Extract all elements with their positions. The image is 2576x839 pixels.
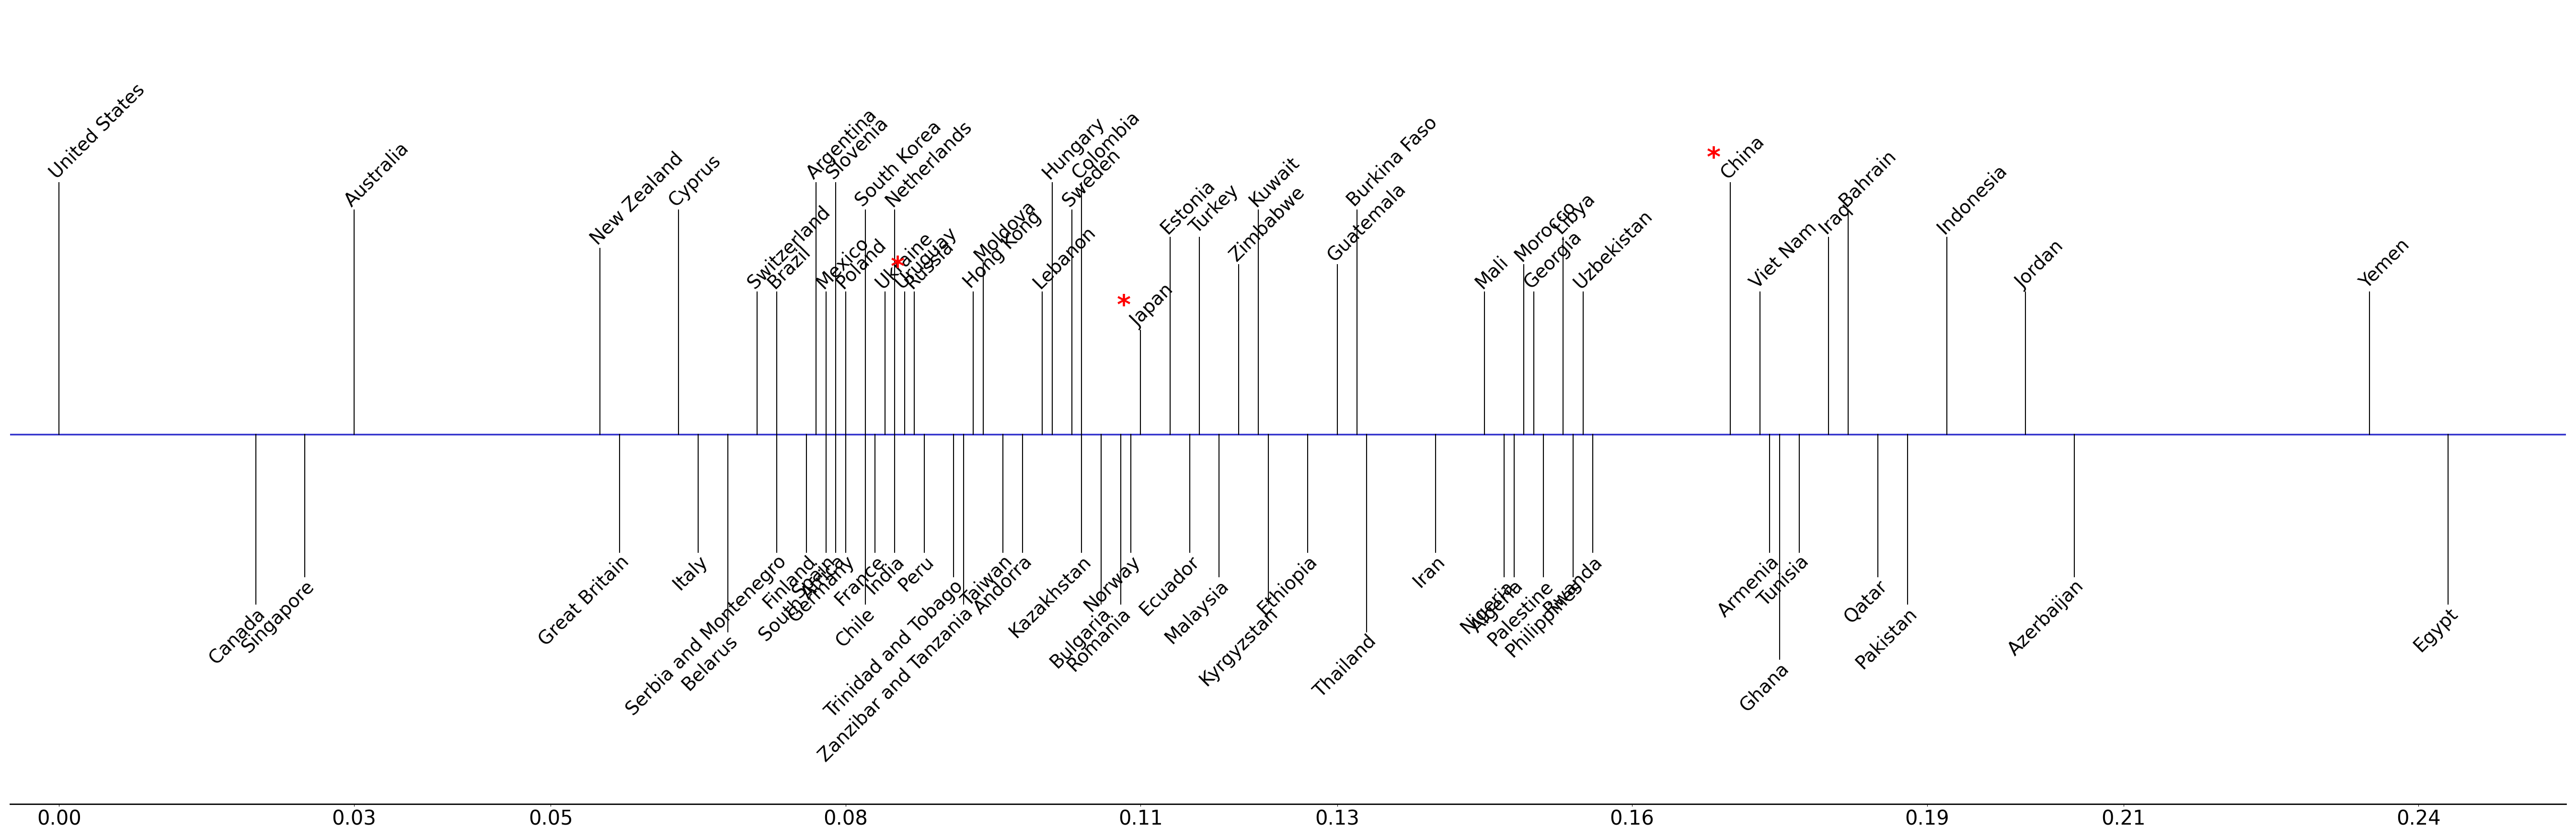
Text: *: *	[1118, 294, 1131, 320]
Text: Finland: Finland	[760, 552, 819, 612]
Text: Tunisia: Tunisia	[1754, 552, 1811, 610]
Text: Algeria: Algeria	[1468, 577, 1528, 636]
Text: Philippines: Philippines	[1502, 577, 1587, 660]
Text: Germany: Germany	[786, 552, 858, 626]
Text: *: *	[1708, 146, 1721, 171]
Text: Rwanda: Rwanda	[1540, 552, 1605, 618]
Text: Russia: Russia	[902, 237, 956, 292]
Text: New Zealand: New Zealand	[587, 149, 685, 248]
Text: Azerbaijan: Azerbaijan	[2004, 577, 2087, 659]
Text: Singapore: Singapore	[240, 577, 317, 656]
Text: Ghana: Ghana	[1736, 659, 1793, 715]
Text: Peru: Peru	[894, 552, 938, 595]
Text: Indonesia: Indonesia	[1935, 161, 2009, 237]
Text: Bahrain: Bahrain	[1837, 146, 1899, 210]
Text: Georgia: Georgia	[1520, 227, 1584, 292]
Text: Argentina: Argentina	[804, 106, 881, 183]
Text: Thailand: Thailand	[1311, 632, 1381, 701]
Text: Hungary: Hungary	[1038, 113, 1108, 183]
Text: Pakistan: Pakistan	[1852, 604, 1919, 672]
Text: *: *	[891, 255, 904, 281]
Text: Guatemala: Guatemala	[1324, 180, 1409, 264]
Text: Yemen: Yemen	[2357, 236, 2414, 292]
Text: Mali: Mali	[1471, 253, 1512, 292]
Text: Ukraine: Ukraine	[873, 228, 935, 292]
Text: Zimbabwe: Zimbabwe	[1226, 183, 1309, 264]
Text: Ecuador: Ecuador	[1136, 552, 1203, 619]
Text: Andorra: Andorra	[971, 552, 1036, 618]
Text: Australia: Australia	[340, 138, 412, 210]
Text: Slovenia: Slovenia	[822, 113, 891, 183]
Text: Trinidad and Tobago: Trinidad and Tobago	[822, 577, 966, 722]
Text: Armenia: Armenia	[1716, 552, 1783, 620]
Text: Zanzibar and Tanzania: Zanzibar and Tanzania	[817, 604, 976, 765]
Text: Colombia: Colombia	[1069, 108, 1144, 183]
Text: South Africa: South Africa	[755, 552, 848, 645]
Text: Kuwait: Kuwait	[1247, 153, 1303, 210]
Text: Estonia: Estonia	[1157, 176, 1218, 237]
Text: Belarus: Belarus	[677, 632, 739, 694]
Text: France: France	[832, 552, 889, 609]
Text: Brazil: Brazil	[765, 242, 814, 292]
Text: South Korea: South Korea	[853, 117, 945, 210]
Text: Burkina Faso: Burkina Faso	[1345, 113, 1440, 210]
Text: Moldova: Moldova	[971, 196, 1038, 264]
Text: Canada: Canada	[206, 604, 268, 667]
Text: Norway: Norway	[1082, 552, 1144, 615]
Text: Cyprus: Cyprus	[665, 151, 724, 210]
Text: Spain: Spain	[788, 552, 840, 602]
Text: Italy: Italy	[670, 552, 711, 594]
Text: United States: United States	[46, 81, 149, 183]
Text: Turkey: Turkey	[1188, 181, 1242, 237]
Text: Uzbekistan: Uzbekistan	[1569, 206, 1656, 292]
Text: Poland: Poland	[832, 235, 889, 292]
Text: Malaysia: Malaysia	[1162, 577, 1231, 648]
Text: Chile: Chile	[832, 604, 878, 650]
Text: Great Britain: Great Britain	[536, 552, 631, 649]
Text: Qatar: Qatar	[1842, 577, 1891, 627]
Text: India: India	[863, 552, 907, 597]
Text: Kyrgyzstan: Kyrgyzstan	[1195, 604, 1280, 690]
Text: Switzerland: Switzerland	[744, 202, 835, 292]
Text: Bulgaria: Bulgaria	[1046, 604, 1113, 672]
Text: Jordan: Jordan	[2012, 237, 2069, 292]
Text: Netherlands: Netherlands	[881, 117, 974, 210]
Text: Palestine: Palestine	[1484, 577, 1556, 649]
Text: Sweden: Sweden	[1059, 145, 1123, 210]
Text: Japan: Japan	[1128, 281, 1177, 331]
Text: Iran: Iran	[1409, 552, 1448, 591]
Text: Iraq: Iraq	[1816, 199, 1855, 237]
Text: Nigeria: Nigeria	[1458, 577, 1517, 637]
Text: Ethiopia: Ethiopia	[1255, 552, 1321, 618]
Text: Taiwan: Taiwan	[958, 552, 1015, 610]
Text: China: China	[1718, 132, 1767, 183]
Text: Hong Kong: Hong Kong	[961, 207, 1046, 292]
Text: Romania: Romania	[1064, 604, 1133, 675]
Text: Lebanon: Lebanon	[1030, 223, 1097, 292]
Text: Libya: Libya	[1551, 189, 1600, 237]
Text: Egypt: Egypt	[2411, 604, 2460, 655]
Text: Uruguay: Uruguay	[891, 223, 961, 292]
Text: Viet Nam: Viet Nam	[1747, 219, 1821, 292]
Text: Mexico: Mexico	[814, 233, 871, 292]
Text: Kazakhstan: Kazakhstan	[1005, 552, 1095, 641]
Text: Serbia and Montenegro: Serbia and Montenegro	[623, 552, 791, 719]
Text: Morocco: Morocco	[1512, 196, 1579, 264]
